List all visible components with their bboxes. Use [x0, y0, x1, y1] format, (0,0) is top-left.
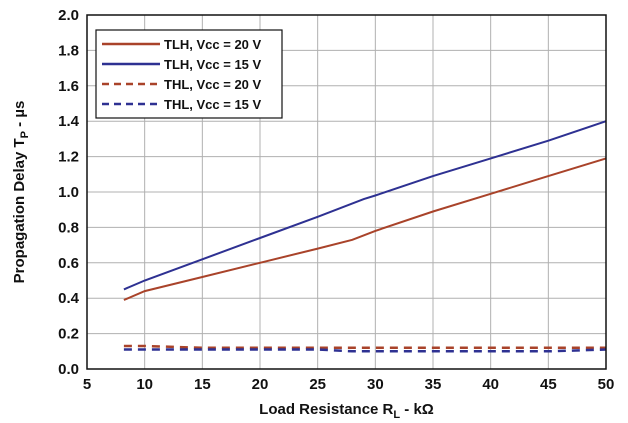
x-tick-label: 50	[598, 376, 615, 393]
series-line-3	[123, 344, 606, 350]
y-tick-label: 0.4	[58, 290, 80, 307]
y-tick-label: 0.8	[58, 219, 79, 236]
x-axis-label: Load Resistance RL - kΩ	[259, 401, 434, 421]
series-line-4	[123, 348, 607, 353]
y-tick-label: 1.6	[58, 78, 79, 95]
x-tick-label: 40	[482, 376, 499, 393]
y-tick-label: 0.0	[58, 361, 79, 378]
plot-frame	[86, 14, 607, 370]
legend-label-2: TLH, Vcc = 15 V	[164, 57, 262, 72]
y-tick-label: 0.2	[58, 326, 79, 343]
x-tick-label: 30	[367, 376, 384, 393]
y-axis-label: Propagation Delay TP - µs	[11, 101, 31, 284]
legend: TLH, Vcc = 20 V TLH, Vcc = 15 V THL, Vcc =…	[95, 29, 283, 119]
y-tick-label: 1.8	[58, 42, 79, 59]
x-tick-label: 15	[194, 376, 211, 393]
y-tick-labels: 0.0 0.2 0.4 0.6 0.8 1.0 1.2 1.4 1.6 1.8 2.0	[58, 7, 80, 378]
x-tick-label: 35	[425, 376, 442, 393]
x-tick-labels: 5 10 15 20 25 30 35 40 45 50	[83, 376, 615, 393]
x-tick-label: 10	[136, 376, 153, 393]
y-tick-label: 1.4	[58, 113, 80, 130]
legend-label-3: THL, Vcc = 20 V	[164, 77, 262, 92]
series-line-2	[123, 120, 607, 291]
legend-label-1: TLH, Vcc = 20 V	[164, 37, 262, 52]
series-lines	[123, 120, 607, 353]
y-tick-label: 1.0	[58, 184, 79, 201]
series-line-1	[123, 157, 607, 301]
legend-label-4: THL, Vcc = 15 V	[164, 97, 262, 112]
x-tick-label: 25	[309, 376, 326, 393]
y-tick-label: 1.2	[58, 149, 79, 166]
x-tick-label: 45	[540, 376, 557, 393]
y-tick-label: 0.6	[58, 255, 79, 272]
y-tick-label: 2.0	[58, 7, 79, 24]
x-tick-label: 5	[83, 376, 91, 393]
x-tick-label: 20	[252, 376, 269, 393]
